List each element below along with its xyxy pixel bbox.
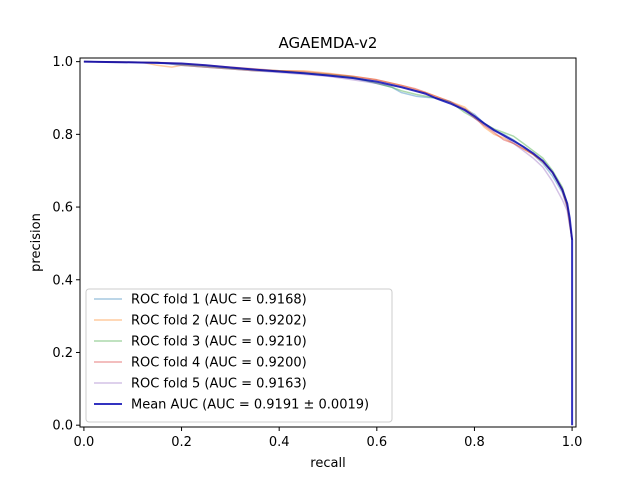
legend-box [85, 288, 393, 423]
x-tick-label: 0.8 [464, 435, 485, 450]
legend-label-5: ROC fold 5 (AUC = 0.9163) [131, 377, 307, 392]
x-tick-label: 0.2 [171, 435, 192, 450]
y-tick-label: 0.4 [52, 273, 73, 288]
y-tick-label: 0.6 [52, 201, 73, 216]
x-tick-label: 1.0 [562, 435, 583, 450]
legend-label-2: ROC fold 2 (AUC = 0.9202) [131, 314, 307, 329]
chart-title: AGAEMDA-v2 [279, 34, 378, 52]
x-axis-label: recall [310, 456, 345, 471]
y-tick-label: 1.0 [52, 55, 73, 70]
x-tick-label: 0.0 [74, 435, 95, 450]
y-tick-label: 0.0 [52, 419, 73, 434]
legend-label-1: ROC fold 1 (AUC = 0.9168) [131, 293, 307, 308]
legend: ROC fold 1 (AUC = 0.9168) ROC fold 2 (AUC… [85, 288, 393, 423]
legend-label-4: ROC fold 4 (AUC = 0.9200) [131, 356, 307, 371]
y-tick-label: 0.8 [52, 128, 73, 143]
series-line-6 [83, 60, 574, 426]
axes-frame [79, 57, 577, 428]
legend-label-6: Mean AUC (AUC = 0.9191 ± 0.0019) [131, 398, 369, 413]
y-axis-ticks: 0.0 0.2 0.4 0.6 0.8 1.0 [52, 55, 80, 434]
x-tick-label: 0.4 [269, 435, 290, 450]
y-tick-label: 0.2 [52, 346, 73, 361]
y-axis-label: precision [29, 213, 44, 272]
series-layer [83, 60, 574, 426]
series-line-1 [83, 60, 573, 240]
legend-label-3: ROC fold 3 (AUC = 0.9210) [131, 335, 307, 350]
x-axis-ticks: 0.0 0.2 0.4 0.6 0.8 1.0 [74, 427, 583, 450]
x-tick-label: 0.6 [366, 435, 387, 450]
